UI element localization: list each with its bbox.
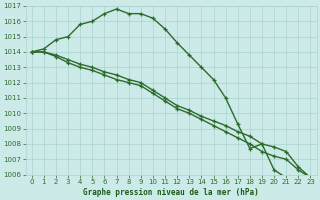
X-axis label: Graphe pression niveau de la mer (hPa): Graphe pression niveau de la mer (hPa) (83, 188, 259, 197)
